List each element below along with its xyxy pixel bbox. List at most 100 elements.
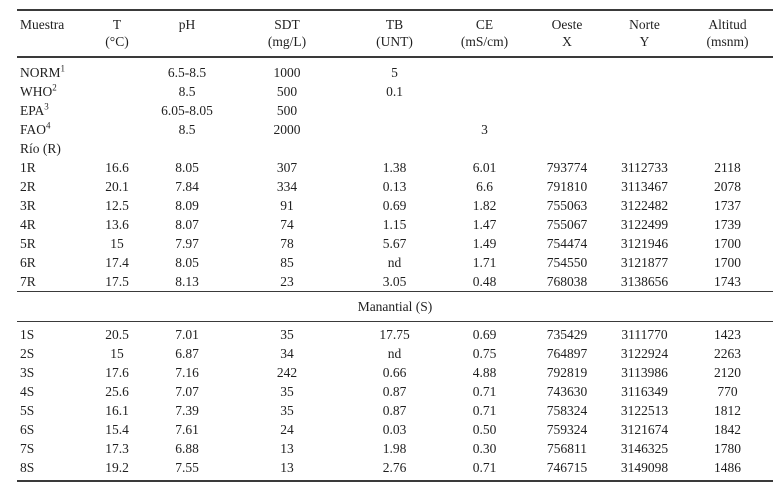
footnote-superscript: 2 [52, 82, 57, 93]
header-label: Altitud [708, 17, 747, 32]
cell: 0.48 [472, 274, 497, 289]
cell: 91 [280, 198, 294, 213]
cell: 7.01 [175, 327, 199, 342]
header-label: CE [475, 17, 494, 32]
cell: 17.4 [105, 255, 129, 270]
cell: 7.97 [175, 236, 199, 251]
cell: 2S [20, 346, 35, 361]
cell: 791810 [546, 179, 588, 194]
cell: 24 [280, 422, 294, 437]
cell: 756811 [547, 441, 587, 456]
cell [442, 101, 527, 120]
table-row: 7R 17.5 8.13 23 3.05 0.48 768038 3138656 1743 [17, 272, 773, 292]
cell: 1.15 [382, 217, 407, 232]
cell: 2000 [273, 122, 301, 137]
header-label: T [112, 17, 122, 32]
cell: 8.09 [175, 198, 199, 213]
table-row: 6S 15.4 7.61 24 0.03 0.50 759324 3121674 1842 [17, 420, 773, 439]
cell: 16.1 [105, 403, 129, 418]
cell: 3R [20, 198, 36, 213]
cell: 20.5 [105, 327, 129, 342]
cell: 0.03 [382, 422, 407, 437]
table-row: 1R 16.6 8.05 307 1.38 6.01 793774 3112733 2118 [17, 158, 773, 177]
standard-label-cell: FAO4 [20, 120, 51, 137]
cell: 34 [280, 346, 294, 361]
cell: 15.4 [105, 422, 129, 437]
standards-section: NORM1 6.5-8.5 1000 5 WHO2 8.5 500 0.1 EPA3 6.05-8… [17, 57, 773, 139]
cell: 0.13 [382, 179, 407, 194]
cell: 1R [20, 160, 36, 175]
rio-section: 1R 16.6 8.05 307 1.38 6.01 793774 3112733 2118 2R… [17, 158, 773, 292]
cell: 2120 [714, 365, 741, 380]
cell: 4S [20, 384, 35, 399]
cell [347, 101, 442, 120]
cell: 792819 [546, 365, 588, 380]
cell: 8.05 [175, 255, 199, 270]
header-label: Oeste [551, 17, 583, 32]
cell: 3149098 [620, 460, 669, 475]
header-unit: X [562, 34, 572, 49]
cell: 1780 [714, 441, 741, 456]
cell: 0.71 [472, 460, 497, 475]
cell: 1700 [714, 236, 741, 251]
cell: 1423 [714, 327, 741, 342]
manantial-section: 1S 20.5 7.01 35 17.75 0.69 735429 3111770 1423 2S… [17, 322, 773, 482]
cell: 8.05 [175, 160, 199, 175]
cell: 20.1 [105, 179, 129, 194]
cell: 3113467 [621, 179, 668, 194]
header-label: TB [385, 17, 404, 32]
cell: 5S [20, 403, 35, 418]
cell: 743630 [546, 384, 588, 399]
cell [607, 101, 682, 120]
water-quality-table: Muestra T (°C) pH SDT (mg/L) TB (UNT [17, 9, 773, 482]
cell: 7.39 [175, 403, 199, 418]
header-label: SDT [274, 17, 300, 32]
cell: 5.67 [382, 236, 407, 251]
cell: 3 [481, 122, 488, 137]
column-header-ph: pH [147, 10, 227, 58]
table-row: WHO2 8.5 500 0.1 [17, 82, 773, 101]
cell [682, 120, 773, 139]
cell: 500 [276, 84, 298, 99]
cell: 0.30 [472, 441, 497, 456]
cell: 758324 [546, 403, 588, 418]
cell [87, 101, 147, 120]
cell: 35 [280, 403, 294, 418]
table-row: 4S 25.6 7.07 35 0.87 0.71 743630 3116349 770 [17, 382, 773, 401]
cell: 2R [20, 179, 36, 194]
cell: 2118 [714, 160, 741, 175]
cell [682, 101, 773, 120]
table-row: 6R 17.4 8.05 85 nd 1.71 754550 3121877 1700 [17, 253, 773, 272]
cell: nd [387, 346, 402, 361]
footnote-superscript: 3 [44, 101, 49, 112]
cell: 19.2 [105, 460, 129, 475]
cell: 7.55 [175, 460, 199, 475]
cell: 3122499 [620, 217, 669, 232]
footnote-superscript: 4 [46, 120, 51, 131]
table-row: FAO4 8.5 2000 3 [17, 120, 773, 139]
cell: 25.6 [105, 384, 129, 399]
cell: 17.75 [379, 327, 410, 342]
cell: 1700 [714, 255, 741, 270]
cell: 2.76 [382, 460, 407, 475]
cell [682, 57, 773, 82]
rio-group-label-row: Río (R) [17, 139, 773, 158]
cell: 242 [276, 365, 298, 380]
cell: 3122482 [620, 198, 669, 213]
cell: 3112733 [621, 160, 668, 175]
table-row: 2S 15 6.87 34 nd 0.75 764897 3122924 2263 [17, 344, 773, 363]
cell: 793774 [546, 160, 588, 175]
cell: 3138656 [620, 274, 669, 289]
column-header-temperatura: T (°C) [87, 10, 147, 58]
header-row: Muestra T (°C) pH SDT (mg/L) TB (UNT [17, 10, 773, 58]
table-row: 3R 12.5 8.09 91 0.69 1.82 755063 3122482 1737 [17, 196, 773, 215]
cell: 3116349 [621, 384, 668, 399]
cell: 15 [110, 236, 124, 251]
header-unit: (UNT) [376, 34, 413, 49]
cell: 0.1 [386, 84, 403, 99]
column-header-altitud: Altitud (msnm) [682, 10, 773, 58]
table-row: 4R 13.6 8.07 74 1.15 1.47 755067 3122499 1739 [17, 215, 773, 234]
cell: 0.71 [472, 384, 497, 399]
table-row: 1S 20.5 7.01 35 17.75 0.69 735429 3111770 1423 [17, 322, 773, 345]
